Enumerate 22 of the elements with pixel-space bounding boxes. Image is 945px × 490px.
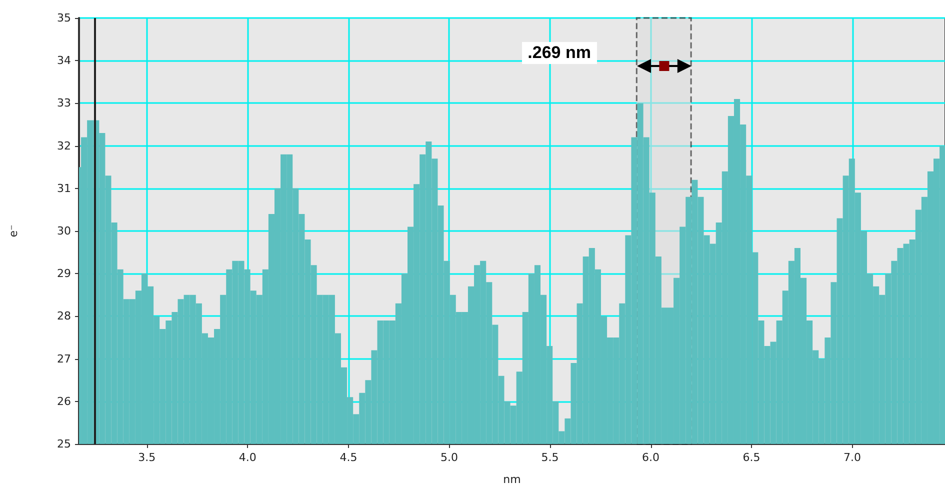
- y-tick-label: 26: [57, 394, 71, 408]
- y-tick-label: 34: [57, 54, 71, 68]
- x-tick-label: 5.0: [440, 451, 458, 464]
- x-tick-label: 6.0: [642, 451, 660, 464]
- y-tick-label: 35: [57, 12, 71, 24]
- x-tick-label: 6.5: [742, 451, 760, 464]
- y-tick-label: 27: [57, 352, 71, 366]
- x-tick-label: 7.0: [844, 451, 862, 464]
- x-tick-label: 5.5: [541, 451, 559, 464]
- y-tick-label: 30: [57, 224, 71, 238]
- y-tick-label: 25: [57, 438, 71, 450]
- y-axis-title: e⁻: [7, 224, 20, 238]
- x-tick-label: 3.5: [138, 451, 156, 464]
- y-tick-label: 28: [57, 310, 71, 323]
- y-tick-label: 29: [57, 267, 71, 280]
- x-tick-label: 4.0: [238, 451, 256, 464]
- x-axis-title: nm: [503, 473, 521, 486]
- x-tick-label: 4.5: [340, 451, 358, 464]
- y-tick-label: 33: [57, 96, 71, 110]
- y-tick-label: 31: [57, 182, 71, 195]
- y-tick-label: 32: [57, 139, 71, 152]
- annotation: .269 nm: [522, 42, 597, 64]
